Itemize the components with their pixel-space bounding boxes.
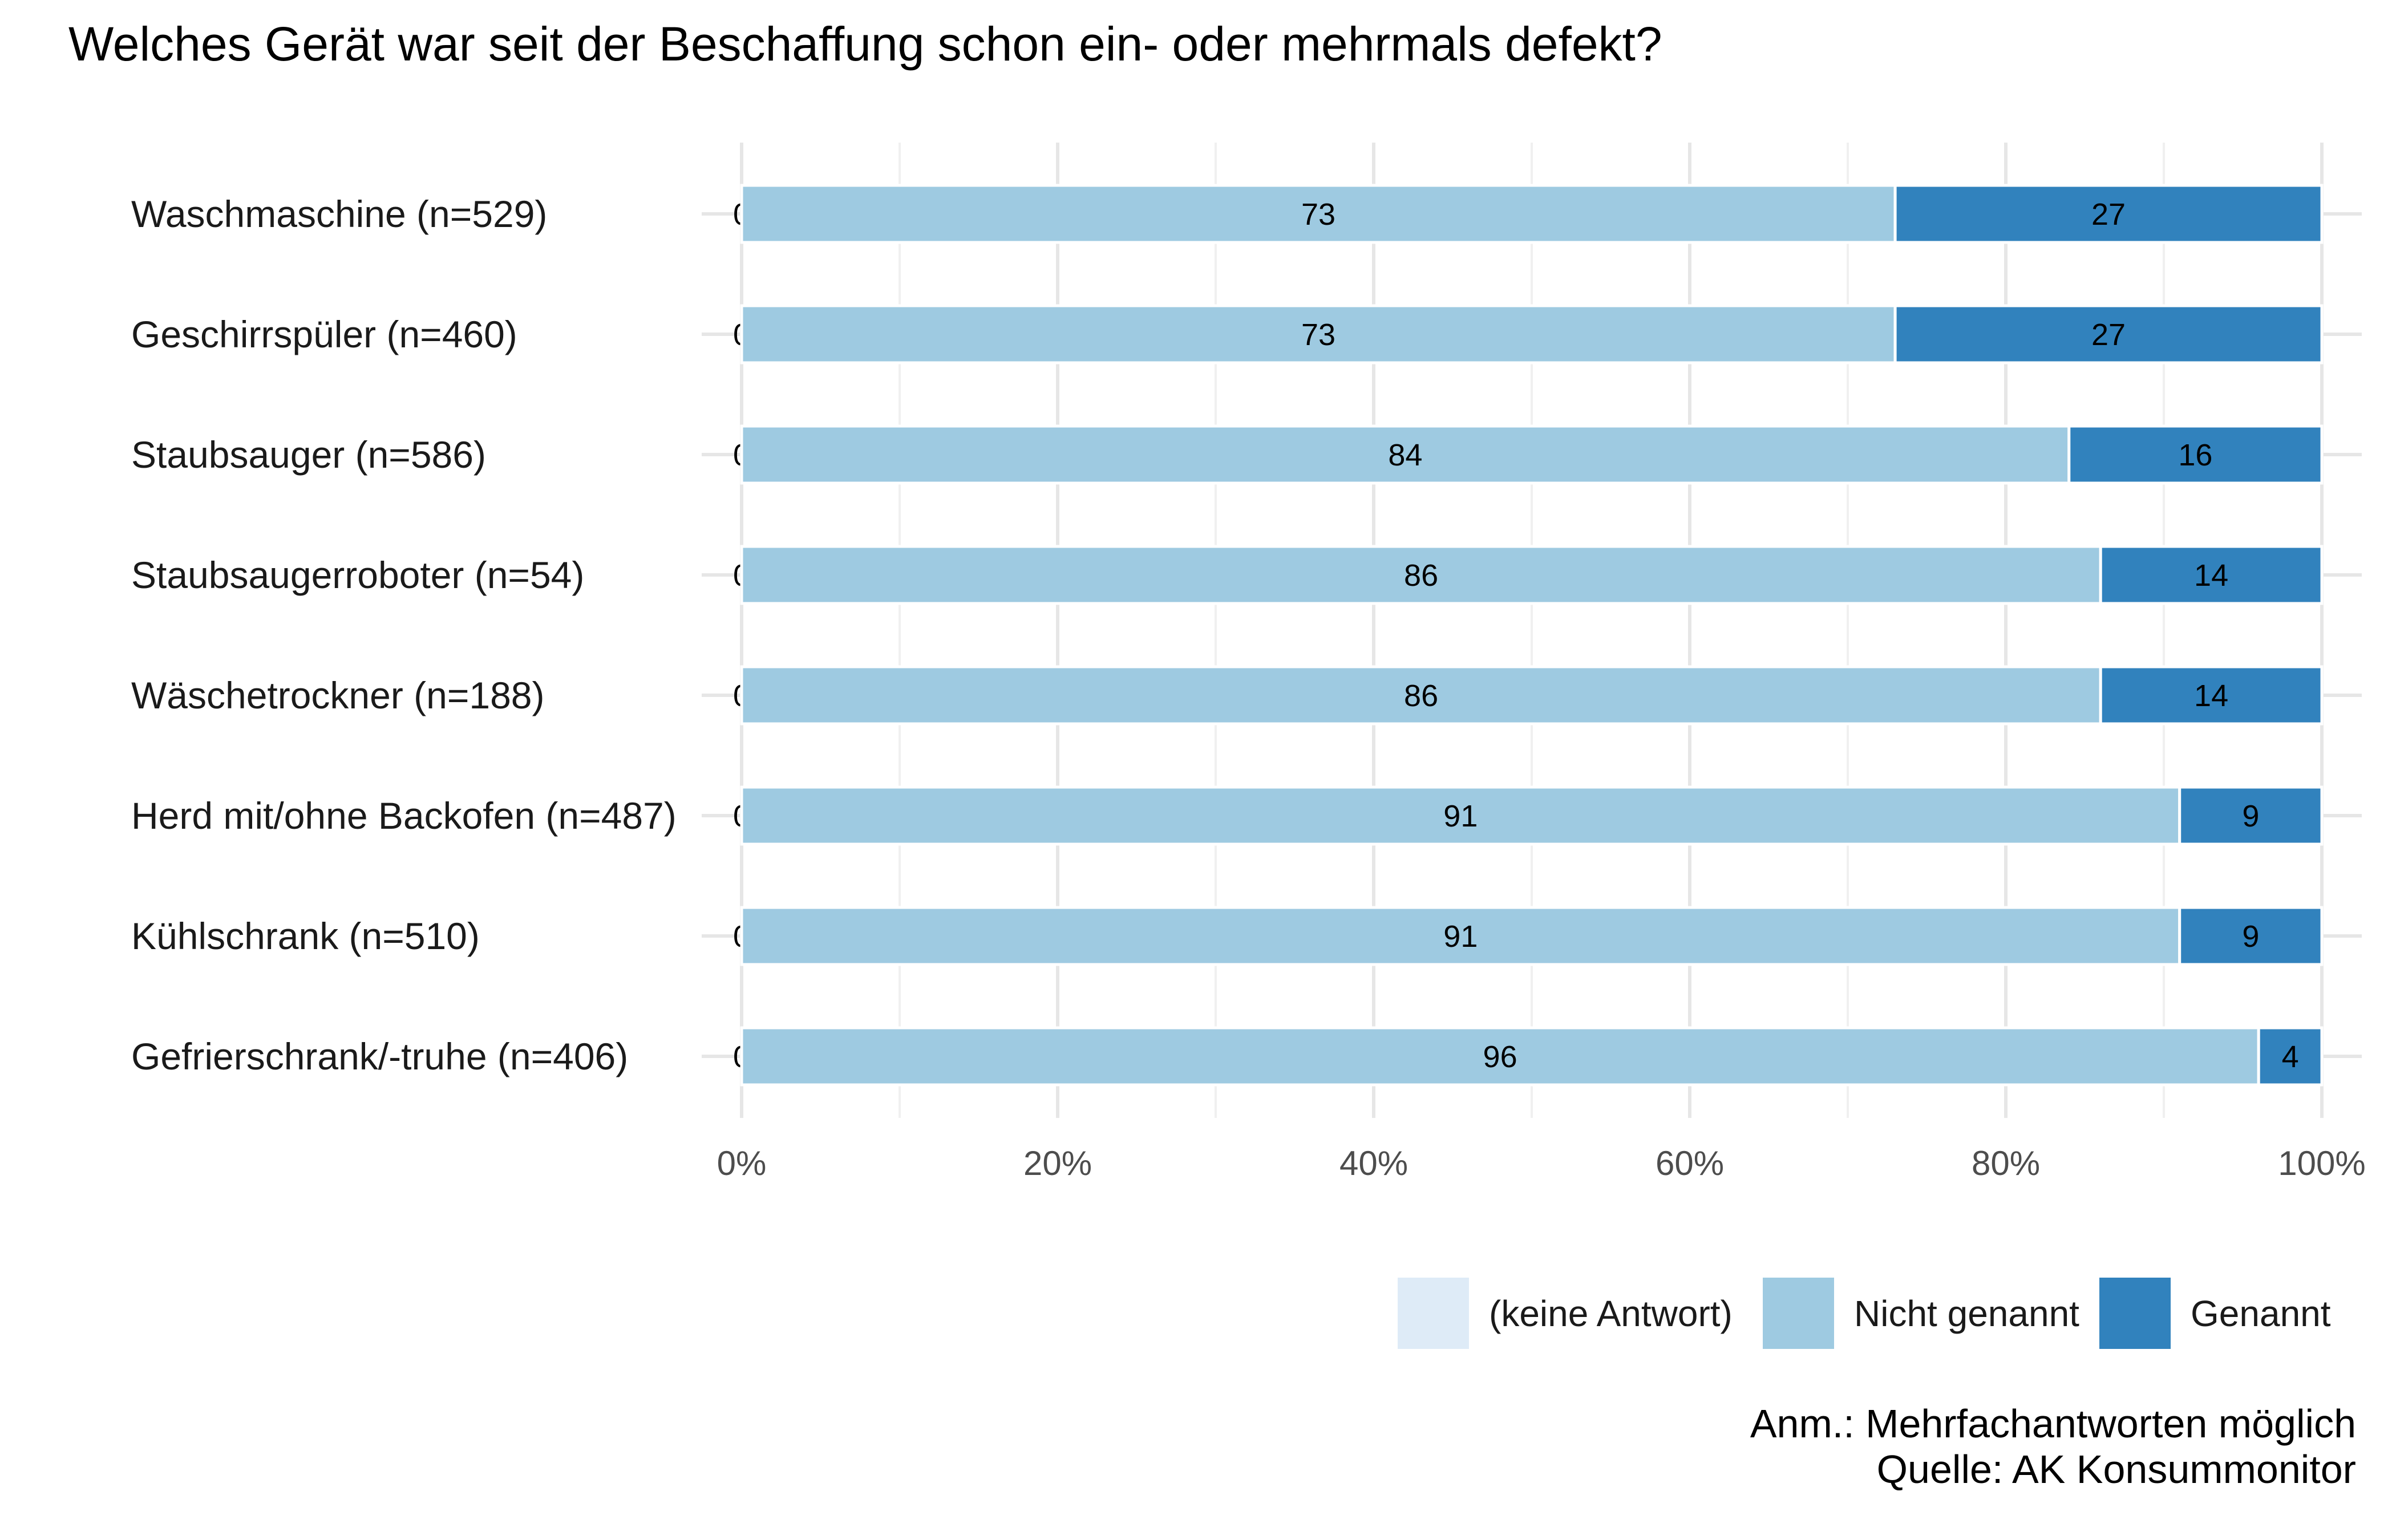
- bar-segment: [740, 184, 1897, 244]
- bar-segment: [740, 545, 2102, 605]
- legend-label: (keine Antwort): [1489, 1293, 1733, 1334]
- bar-value-label: 73: [1301, 197, 1335, 232]
- bar-segment: [740, 785, 2182, 846]
- x-tick-label: 60%: [1656, 1144, 1724, 1182]
- bar-value-label: 27: [2091, 197, 2126, 232]
- legend-key: [2099, 1278, 2171, 1349]
- x-tick-label: 100%: [2278, 1144, 2365, 1182]
- legend: (keine Antwort) Nicht genannt Genannt: [1398, 1278, 2331, 1349]
- bar-segment: [2178, 906, 2324, 966]
- legend-label: Genannt: [2191, 1293, 2331, 1334]
- category-label: Kühlschrank (n=510): [131, 915, 480, 957]
- bar-value-label: 84: [1388, 438, 1422, 472]
- bar-value-label: 9: [2242, 919, 2259, 954]
- bar-segment: [2099, 665, 2324, 726]
- category-label: Geschirrspüler (n=460): [131, 313, 517, 355]
- caption-line: Anm.: Mehrfachantworten möglich: [1750, 1401, 2356, 1446]
- category-labels: Waschmaschine (n=529) Geschirrspüler (n=4…: [131, 193, 677, 1077]
- bar-segment: [740, 1026, 2260, 1087]
- bar-segment: [2178, 785, 2324, 846]
- bar-segment: [1893, 304, 2324, 364]
- bar-value-label: 86: [1404, 558, 1438, 593]
- bar-value-label: 91: [1443, 919, 1478, 954]
- bar-segment: [2067, 424, 2324, 485]
- bar-segment: [1893, 184, 2324, 244]
- legend-key: [1398, 1278, 1469, 1349]
- bar-value-label: 9: [2242, 799, 2259, 833]
- bar-value-label: 27: [2091, 318, 2126, 352]
- category-label: Waschmaschine (n=529): [131, 193, 547, 235]
- category-label: Staubsauger (n=586): [131, 433, 486, 476]
- x-tick-label: 20%: [1023, 1144, 1092, 1182]
- x-tick-label: 0%: [717, 1144, 767, 1182]
- bar-value-label: 4: [2282, 1040, 2299, 1074]
- bar-value-label: 14: [2194, 679, 2228, 713]
- chart-title: Welches Gerät war seit der Beschaffung s…: [68, 17, 1662, 71]
- bar-value-label: 16: [2178, 438, 2212, 472]
- x-tick-label: 40%: [1339, 1144, 1408, 1182]
- bar-segment: [740, 665, 2102, 726]
- grid-lines: [702, 143, 2362, 1118]
- legend-key: [1763, 1278, 1834, 1349]
- bar-value-label: 91: [1443, 799, 1478, 833]
- x-tick-label: 80%: [1972, 1144, 2040, 1182]
- category-label: Staubsaugerroboter (n=54): [131, 554, 584, 596]
- bars: 0732707327084160861408614091909190964: [733, 184, 2324, 1087]
- bar-segment: [2099, 545, 2324, 605]
- bar-value-label: 86: [1404, 679, 1438, 713]
- bar-value-label: 14: [2194, 558, 2228, 593]
- category-label: Herd mit/ohne Backofen (n=487): [131, 795, 677, 837]
- bar-segment: [740, 424, 2071, 485]
- caption-line: Quelle: AK Konsummonitor: [1877, 1447, 2356, 1492]
- category-label: Wäschetrockner (n=188): [131, 674, 545, 716]
- category-label: Gefrierschrank/-truhe (n=406): [131, 1035, 628, 1077]
- bar-value-label: 96: [1483, 1040, 1517, 1074]
- bar-segment: [2257, 1026, 2324, 1087]
- legend-label: Nicht genannt: [1854, 1293, 2079, 1334]
- bar-segment: [740, 304, 1897, 364]
- bar-value-label: 73: [1301, 318, 1335, 352]
- x-axis-ticks: 0% 20% 40% 60% 80% 100%: [717, 1144, 2366, 1182]
